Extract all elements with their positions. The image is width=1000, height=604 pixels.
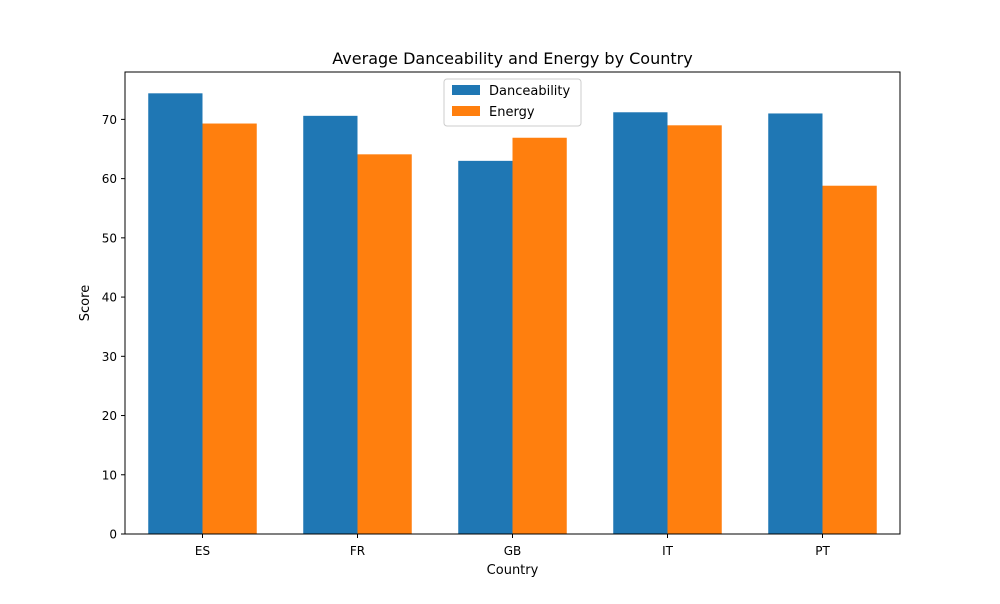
- legend-swatch-danceability: [452, 85, 480, 95]
- bar-energy-it: [667, 125, 722, 534]
- bar-danceability-es: [148, 93, 203, 534]
- plot-frame: [124, 71, 901, 535]
- bar-energy-pt: [822, 185, 877, 534]
- bar-danceability-pt: [768, 113, 823, 535]
- y-tick-label-50: 50: [102, 231, 117, 245]
- x-tick-label-fr: FR: [350, 544, 365, 558]
- y-tick-label-40: 40: [102, 291, 117, 305]
- y-tick-label-70: 70: [102, 113, 117, 127]
- x-axis-label: Country: [487, 563, 539, 578]
- legend: Danceability Energy: [443, 78, 582, 127]
- y-tick-label-60: 60: [102, 172, 117, 186]
- bar-energy-fr: [357, 154, 412, 534]
- chart-title: Average Danceability and Energy by Count…: [332, 49, 692, 68]
- plot-area: ES FR GB IT PT 0 10 20 30 40 50 60 70: [102, 93, 877, 558]
- bar-energy-gb: [512, 137, 567, 534]
- y-axis-label: Score: [78, 285, 93, 321]
- y-tick-label-30: 30: [102, 350, 117, 364]
- x-tick-label-it: IT: [662, 544, 674, 558]
- legend-label-danceability: Danceability: [489, 84, 571, 99]
- bar-danceability-gb: [458, 160, 513, 534]
- bar-danceability-it: [613, 112, 668, 534]
- bar-energy-es: [202, 123, 257, 534]
- x-tick-label-gb: GB: [504, 544, 522, 558]
- legend-label-energy: Energy: [489, 105, 535, 120]
- y-tick-label-20: 20: [102, 409, 117, 423]
- x-tick-label-pt: PT: [815, 544, 830, 558]
- y-tick-label-10: 10: [102, 468, 117, 482]
- legend-swatch-energy: [452, 106, 480, 116]
- y-tick-label-0: 0: [109, 528, 117, 542]
- x-tick-label-es: ES: [195, 544, 210, 558]
- bar-danceability-fr: [303, 115, 358, 534]
